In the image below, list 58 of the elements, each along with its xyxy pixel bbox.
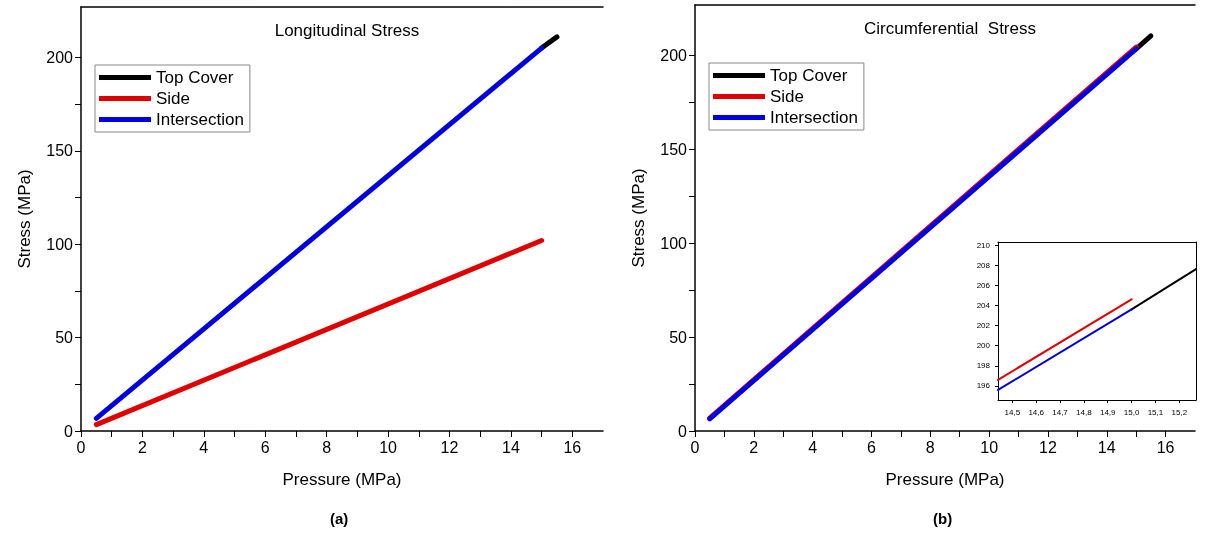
x-axis-title: Pressure (MPa): [282, 470, 402, 489]
x-tick-label: 10: [980, 438, 999, 456]
y-tick-label: 0: [64, 422, 74, 440]
legend-label: Top Cover: [770, 66, 848, 85]
y-tick-label: 202: [976, 321, 991, 331]
x-tick-label: 6: [867, 438, 877, 456]
x-tick-label: 2: [749, 438, 759, 456]
x-tick-label: 16: [1156, 438, 1175, 456]
y-axis-title: Stress (MPa): [15, 169, 34, 269]
x-tick-label: 14,7: [1052, 407, 1069, 417]
legend-label: Side: [770, 87, 805, 106]
y-tick-label: 100: [660, 234, 688, 252]
x-tick-label: 14,8: [1076, 407, 1093, 417]
x-tick-label: 15,1: [1147, 407, 1164, 417]
legend-label: Intersection: [156, 110, 244, 129]
y-tick-label: 100: [46, 235, 74, 253]
y-tick-label: 198: [976, 361, 991, 371]
x-tick-label: 12: [1039, 438, 1057, 456]
legend-label: Side: [156, 89, 191, 108]
text: (b): [933, 510, 953, 527]
legend-label: Intersection: [770, 108, 858, 127]
y-axis-title: Stress (MPa): [629, 168, 648, 268]
x-tick-label: 15,0: [1123, 407, 1140, 417]
x-tick-label: 8: [925, 438, 935, 456]
x-tick-label: 4: [199, 438, 209, 456]
x-tick-label: 6: [260, 438, 270, 456]
y-tick-label: 150: [46, 142, 74, 160]
x-axis-title: Pressure (MPa): [885, 470, 1005, 489]
y-tick-label: 0: [678, 422, 688, 440]
x-tick-label: 10: [379, 438, 398, 456]
text: Circumferential Stress: [864, 19, 1036, 38]
x-tick-label: 16: [563, 438, 582, 456]
text: (a): [330, 510, 349, 527]
y-tick-label: 206: [976, 280, 991, 290]
y-tick-label: 208: [976, 260, 991, 270]
x-tick-label: 14: [501, 438, 520, 456]
legend-label: Top Cover: [156, 68, 234, 87]
x-tick-label: 14,6: [1028, 407, 1045, 417]
x-tick-label: 12: [440, 438, 459, 456]
y-tick-label: 50: [55, 329, 74, 347]
x-tick-label: 8: [322, 438, 332, 456]
y-tick-label: 200: [660, 47, 688, 65]
y-tick-label: 50: [669, 328, 688, 346]
y-tick-label: 196: [976, 381, 991, 391]
y-tick-label: 200: [46, 48, 74, 66]
y-tick-label: 204: [976, 300, 991, 310]
x-tick-label: 0: [690, 438, 700, 456]
x-tick-label: 4: [808, 438, 818, 456]
x-tick-label: 14: [1097, 438, 1116, 456]
x-tick-label: 0: [76, 438, 86, 456]
x-tick-label: 15,2: [1171, 407, 1188, 417]
x-tick-label: 2: [137, 438, 147, 456]
y-tick-label: 150: [660, 141, 688, 158]
x-tick-label: 14,9: [1099, 407, 1117, 417]
y-tick-label: 210: [976, 240, 991, 250]
text: Longitudinal Stress: [274, 21, 420, 40]
y-tick-label: 200: [976, 341, 991, 351]
x-tick-label: 14,5: [1004, 407, 1021, 417]
